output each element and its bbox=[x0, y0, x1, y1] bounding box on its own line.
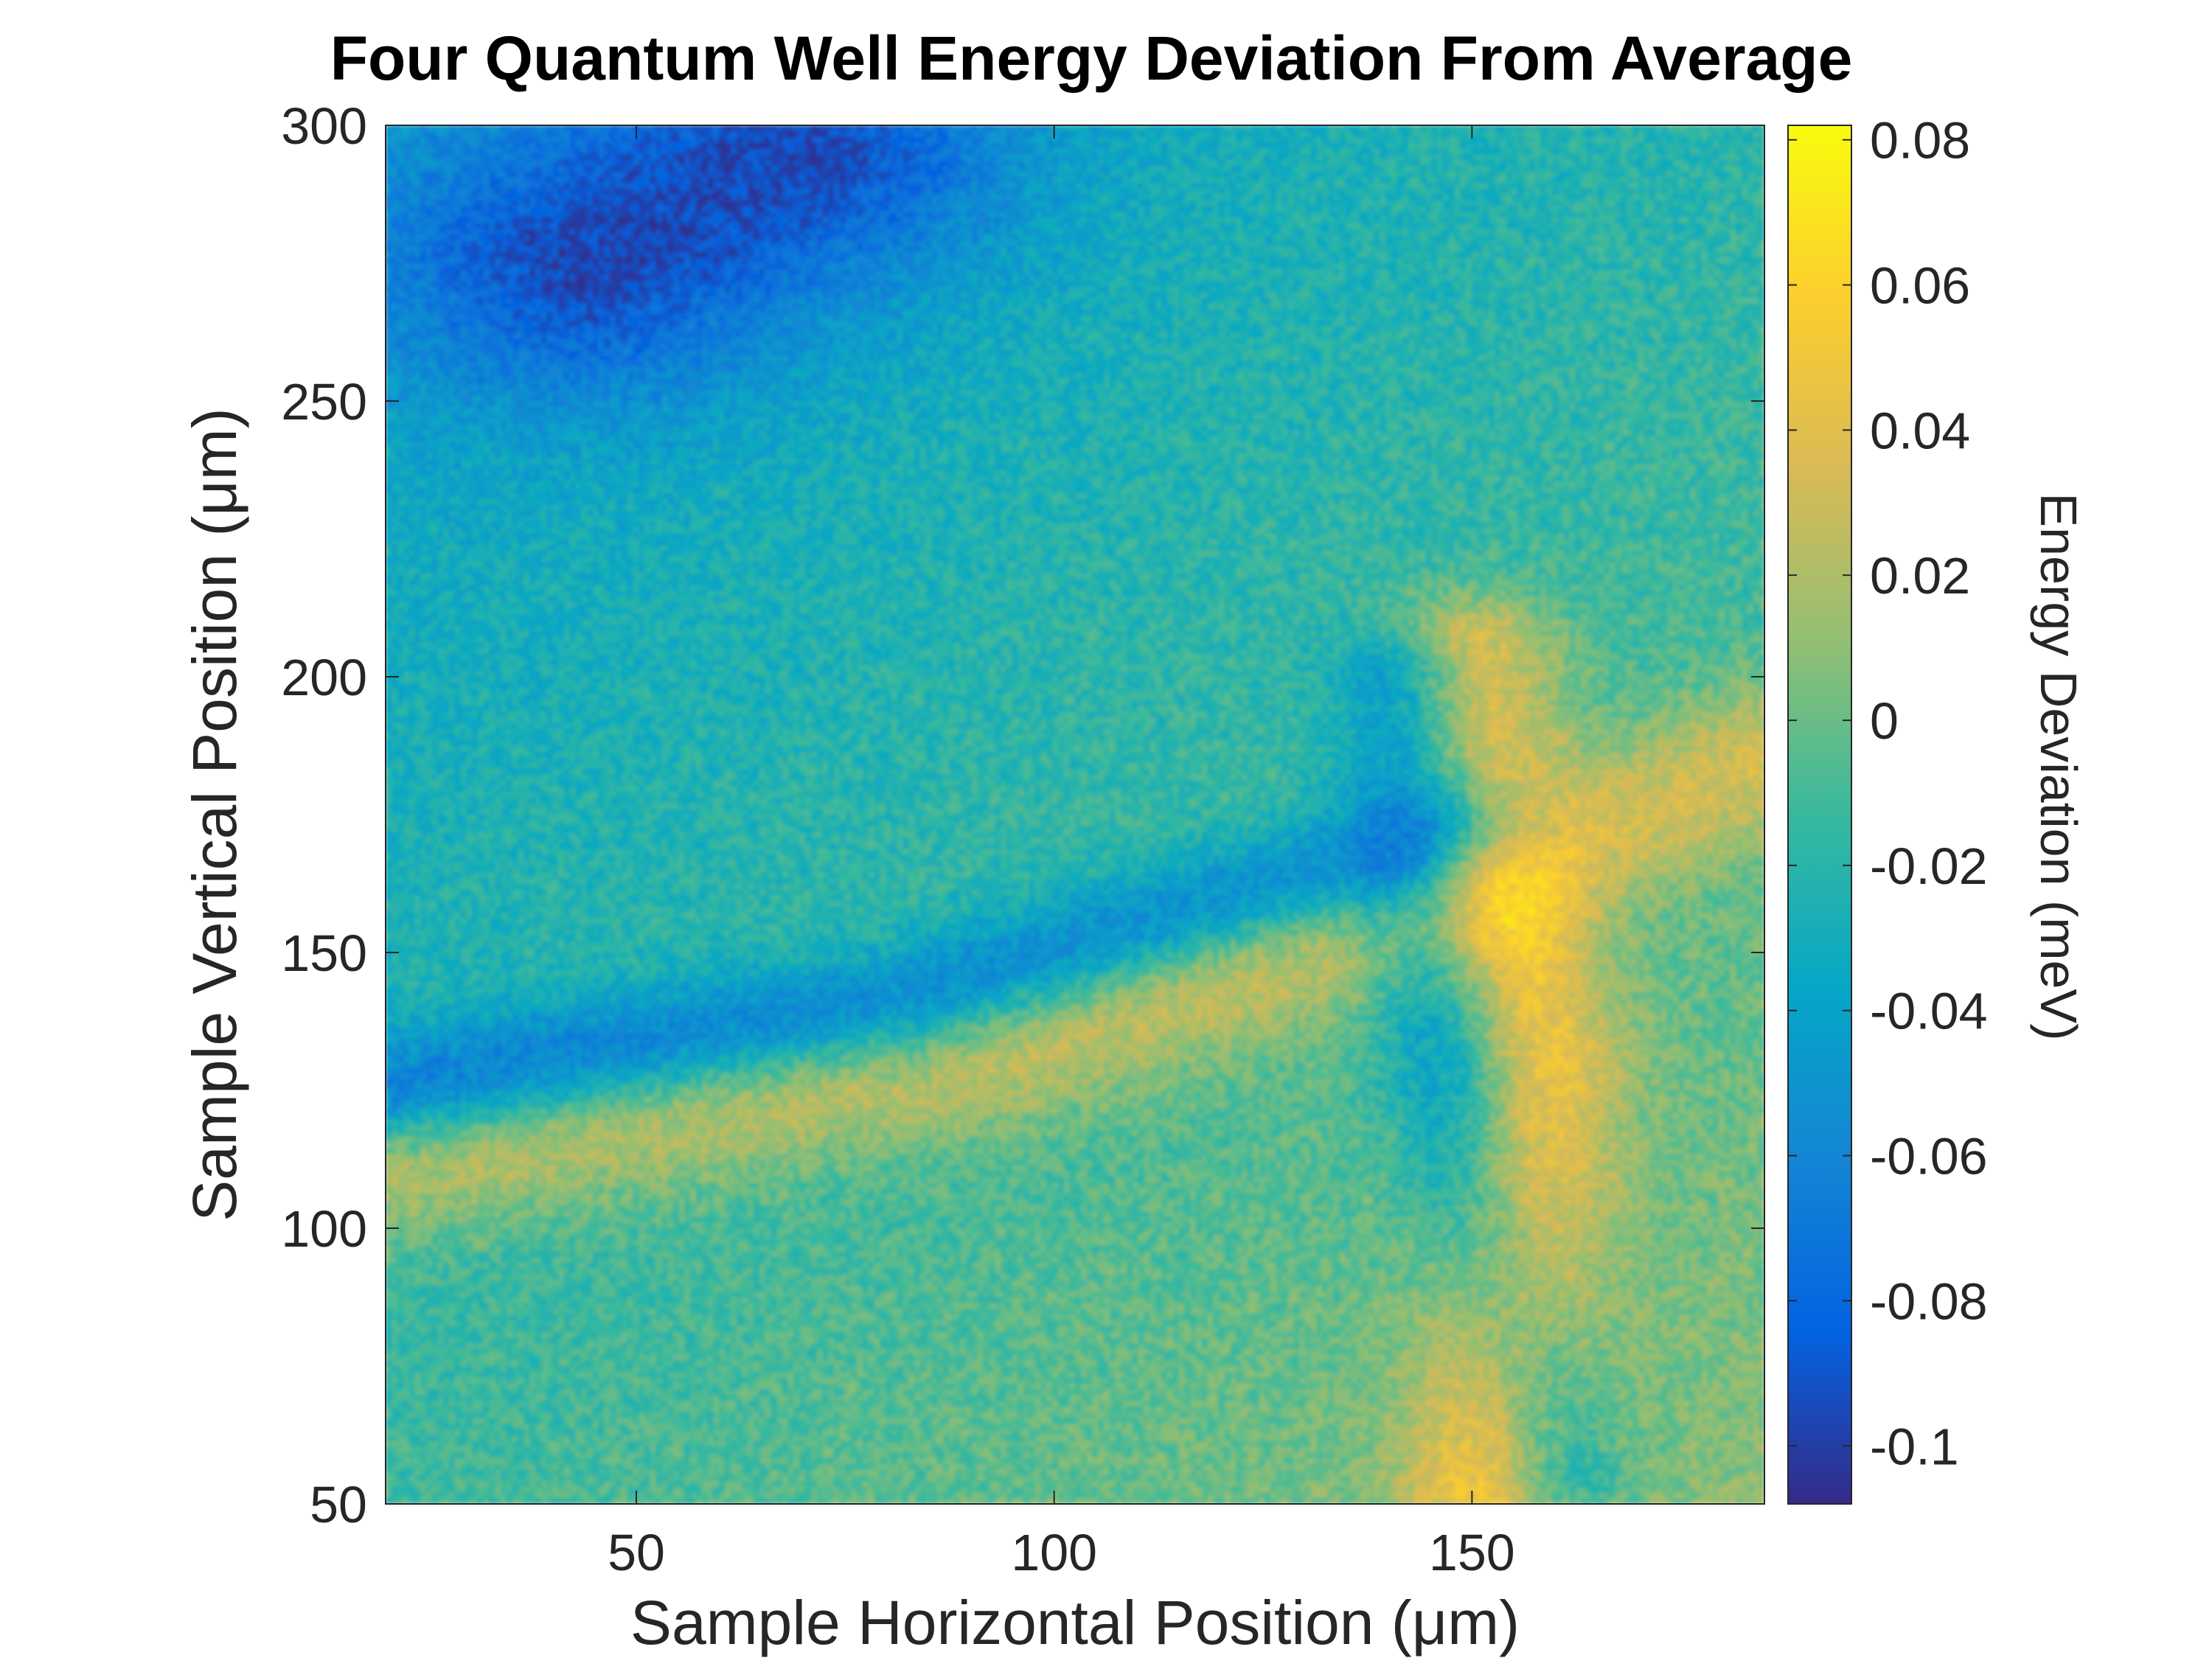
colorbar-tick-label: 0.06 bbox=[1870, 257, 1970, 315]
heatmap-plot-area bbox=[386, 125, 1764, 1504]
y-tick-label: 100 bbox=[281, 1200, 367, 1258]
colorbar-tick-label: 0.04 bbox=[1870, 402, 1970, 459]
x-tick-label: 50 bbox=[608, 1524, 665, 1581]
colorbar-tick-label: -0.02 bbox=[1870, 837, 1988, 895]
colorbar-tick-label: 0.02 bbox=[1870, 547, 1970, 605]
chart-title: Four Quantum Well Energy Deviation From … bbox=[330, 24, 1853, 93]
colorbar-tick-label: 0 bbox=[1870, 692, 1899, 750]
x-tick-label: 150 bbox=[1429, 1524, 1515, 1581]
colorbar-tick-label: -0.08 bbox=[1870, 1272, 1988, 1330]
y-tick-label: 50 bbox=[310, 1476, 367, 1533]
y-tick-label: 300 bbox=[281, 97, 367, 155]
colorbar-ticks: 0.08 0.06 0.04 0.02 0 -0.02 -0.04 -0.06 -0.08 -0.… bbox=[1788, 112, 1988, 1475]
colorbar bbox=[1787, 125, 1852, 1505]
colorbar-tick-label: -0.1 bbox=[1870, 1418, 1959, 1475]
heatmap-image bbox=[386, 125, 1764, 1504]
colorbar-tick-label: 0.08 bbox=[1870, 112, 1970, 170]
x-axis-ticks: 50 100 150 bbox=[608, 125, 1515, 1581]
x-axis-label: Sample Horizontal Position (μm) bbox=[630, 1588, 1520, 1657]
plot-frame bbox=[385, 125, 1765, 1505]
x-tick-label: 100 bbox=[1011, 1524, 1097, 1581]
colorbar-tick-label: -0.04 bbox=[1870, 983, 1988, 1040]
colorbar-tick-label: -0.06 bbox=[1870, 1128, 1988, 1185]
y-axis-ticks: 50 100 150 200 250 300 bbox=[281, 97, 1764, 1533]
y-tick-label: 250 bbox=[281, 373, 367, 431]
y-tick-label: 200 bbox=[281, 649, 367, 706]
y-tick-label: 150 bbox=[281, 924, 367, 982]
y-axis-label: Sample Vertical Position (μm) bbox=[180, 408, 249, 1221]
colorbar-label: Energy Deviation (meV) bbox=[2030, 492, 2087, 1040]
